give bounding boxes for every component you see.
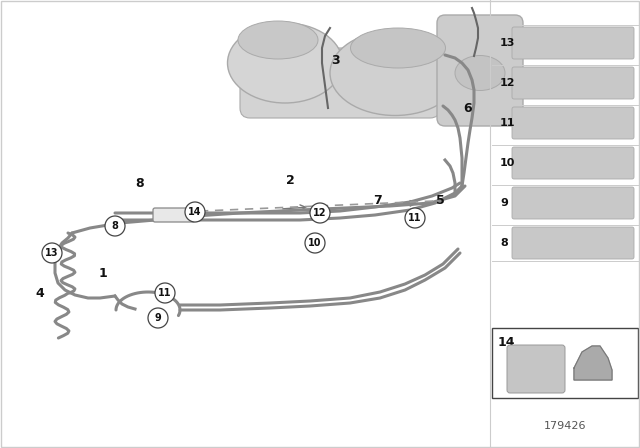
Text: 7: 7 [374,194,382,207]
Text: 8: 8 [136,177,144,190]
Text: 11: 11 [158,288,172,298]
Circle shape [42,243,62,263]
Ellipse shape [351,28,445,68]
FancyBboxPatch shape [153,208,195,222]
Circle shape [310,203,330,223]
Text: 179426: 179426 [544,421,586,431]
Ellipse shape [330,30,460,116]
FancyBboxPatch shape [512,27,634,59]
Polygon shape [574,346,612,380]
FancyBboxPatch shape [512,107,634,139]
Circle shape [155,283,175,303]
FancyBboxPatch shape [240,48,440,118]
Ellipse shape [227,23,342,103]
Text: 1: 1 [99,267,108,280]
FancyBboxPatch shape [512,67,634,99]
FancyBboxPatch shape [437,15,523,126]
FancyBboxPatch shape [507,345,565,393]
Circle shape [305,233,325,253]
Circle shape [148,308,168,328]
Circle shape [185,202,205,222]
Text: 10: 10 [308,238,322,248]
Ellipse shape [455,56,505,90]
Ellipse shape [238,21,318,59]
Text: 13: 13 [500,38,515,48]
Text: 10: 10 [500,158,515,168]
Text: 12: 12 [313,208,327,218]
Text: 9: 9 [155,313,161,323]
Circle shape [405,208,425,228]
Text: 11: 11 [408,213,422,223]
Text: 6: 6 [464,102,472,115]
Text: 12: 12 [500,78,515,88]
Text: 14: 14 [498,336,515,349]
Text: 14: 14 [188,207,202,217]
Text: 5: 5 [436,194,444,207]
Text: 11: 11 [500,118,515,128]
FancyBboxPatch shape [512,227,634,259]
Text: 3: 3 [331,53,339,66]
FancyBboxPatch shape [512,147,634,179]
FancyBboxPatch shape [492,328,638,398]
Text: 2: 2 [285,173,294,186]
Text: 9: 9 [500,198,508,208]
FancyBboxPatch shape [512,187,634,219]
Text: 8: 8 [111,221,118,231]
Circle shape [105,216,125,236]
Text: 4: 4 [36,287,44,300]
Text: 8: 8 [500,238,508,248]
Text: 13: 13 [45,248,59,258]
